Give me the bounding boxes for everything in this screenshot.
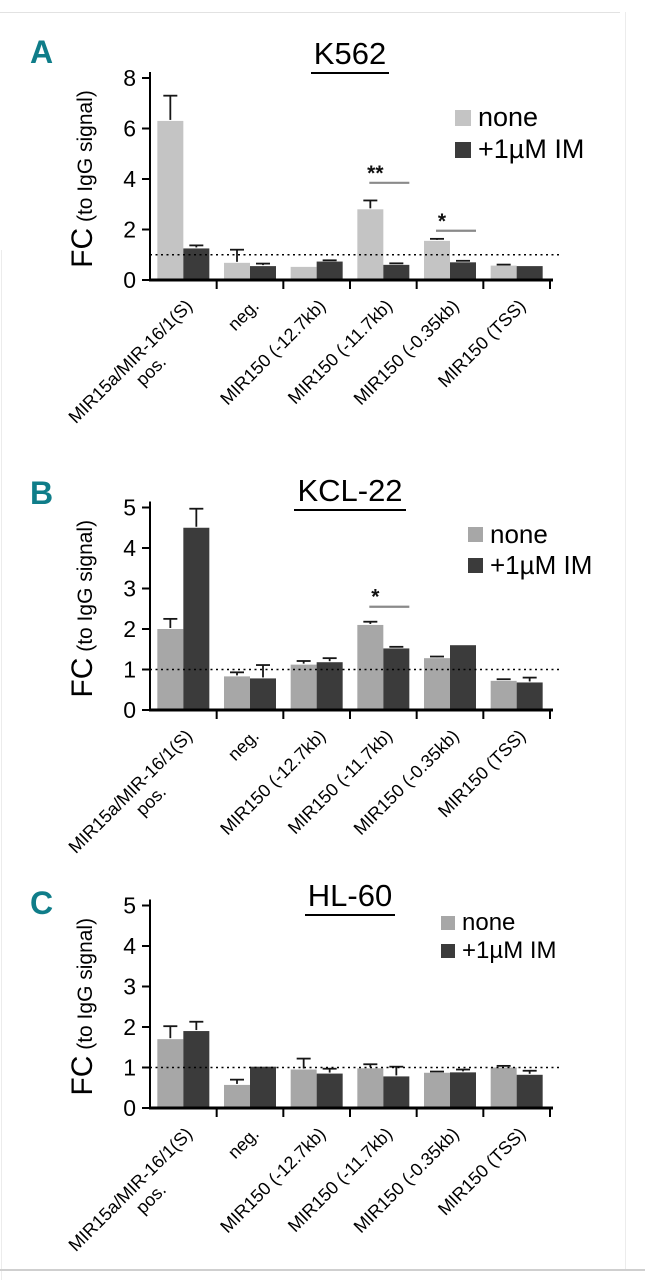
panel-b: 0 1 2 3 4 5 FC (to IgG signal) MIR15a/MIR-16/1(… — [0, 455, 645, 865]
legend-label-imatinib: +1µM IM — [462, 937, 557, 965]
chart-title-k562: K562 — [310, 36, 390, 74]
svg-text:6: 6 — [123, 116, 136, 142]
legend-label-none: none — [462, 909, 516, 936]
svg-text:FC (to IgG signal): FC (to IgG signal) — [66, 918, 99, 1096]
panel-label-a: A — [30, 34, 54, 70]
legend-swatch-none — [441, 916, 455, 931]
svg-text:3: 3 — [123, 576, 136, 602]
legend-k562: none +1µM IM — [455, 102, 584, 166]
svg-text:5: 5 — [123, 495, 136, 521]
legend-swatch-imatinib — [455, 141, 471, 158]
legend-kcl22: none +1µM IM — [468, 519, 592, 580]
chart-k562: 0 2 4 6 8 FC (to IgG signal) MIR15a/MIR-16/1(S… — [65, 65, 559, 442]
chart-title-kcl22: KCL-22 — [294, 473, 406, 511]
legend-label-imatinib: +1µM IM — [490, 549, 593, 580]
panel-label-c: C — [30, 885, 54, 921]
svg-text:*: * — [438, 210, 447, 233]
legend-label-none: none — [490, 519, 548, 549]
legend-swatch-none — [455, 109, 471, 126]
panel-a: 0 2 4 6 8 FC (to IgG signal) MIR15a/MIR-16/1(S… — [0, 0, 645, 455]
figure-border-bottom — [0, 1269, 645, 1271]
legend-swatch-imatinib — [441, 944, 455, 959]
svg-text:neg.: neg. — [224, 726, 263, 765]
svg-text:2: 2 — [123, 1014, 136, 1040]
svg-text:*: * — [371, 586, 380, 609]
svg-text:MIR15a/MIR-16/1(S)pos.: MIR15a/MIR-16/1(S)pos. — [65, 296, 211, 442]
svg-text:1: 1 — [123, 657, 136, 683]
svg-text:8: 8 — [123, 65, 136, 91]
svg-text:neg.: neg. — [224, 296, 263, 335]
chart-hl60: 0 1 2 3 4 5 FC (to IgG signal) MIR15a/MIR-16/1(… — [65, 893, 559, 1270]
svg-text:FC (to IgG signal): FC (to IgG signal) — [66, 90, 99, 268]
svg-text:4: 4 — [123, 933, 136, 959]
svg-text:3: 3 — [123, 974, 136, 1000]
svg-text:0: 0 — [123, 1095, 136, 1121]
legend-item-none: none — [468, 519, 592, 550]
figure-border-left — [1, 250, 2, 1280]
svg-text:4: 4 — [123, 535, 136, 561]
svg-text:2: 2 — [123, 616, 136, 642]
svg-text:1: 1 — [123, 1055, 136, 1081]
legend-label-none: none — [478, 102, 539, 132]
legend-hl60: none +1µM IM — [441, 909, 557, 966]
svg-text:0: 0 — [123, 697, 136, 723]
legend-label-imatinib: +1µM IM — [478, 133, 585, 164]
chart-title-wrap: HL-60 — [150, 878, 550, 916]
svg-text:4: 4 — [123, 166, 136, 192]
panel-c: 0 1 2 3 4 5 FC (to IgG signal) MIR15a/MIR-16/1(… — [0, 865, 645, 1280]
legend-item-imatinib: +1µM IM — [455, 134, 584, 166]
legend-item-imatinib: +1µM IM — [468, 550, 592, 581]
svg-text:2: 2 — [123, 217, 136, 243]
svg-text:0: 0 — [123, 267, 136, 293]
svg-text:5: 5 — [123, 893, 136, 919]
chart-title-wrap: KCL-22 — [150, 473, 550, 511]
panel-label-b: B — [30, 475, 54, 511]
figure-border-right — [625, 12, 626, 1270]
svg-text:MIR15a/MIR-16/1(S)pos.: MIR15a/MIR-16/1(S)pos. — [65, 726, 211, 865]
chart-kcl22: 0 1 2 3 4 5 FC (to IgG signal) MIR15a/MIR-16/1(… — [65, 495, 559, 865]
svg-text:MIR15a/MIR-16/1(S)pos.: MIR15a/MIR-16/1(S)pos. — [65, 1124, 211, 1270]
legend-item-none: none — [441, 909, 557, 937]
chart-title-hl60: HL-60 — [304, 878, 396, 916]
svg-text:FC (to IgG signal): FC (to IgG signal) — [66, 520, 99, 698]
legend-swatch-imatinib — [468, 557, 483, 573]
legend-item-imatinib: +1µM IM — [441, 937, 557, 965]
svg-text:**: ** — [367, 162, 384, 185]
svg-text:neg.: neg. — [224, 1124, 263, 1163]
legend-swatch-none — [468, 526, 483, 542]
chart-title-wrap: K562 — [150, 36, 550, 74]
legend-item-none: none — [455, 102, 584, 134]
figure-border-top — [0, 12, 620, 13]
